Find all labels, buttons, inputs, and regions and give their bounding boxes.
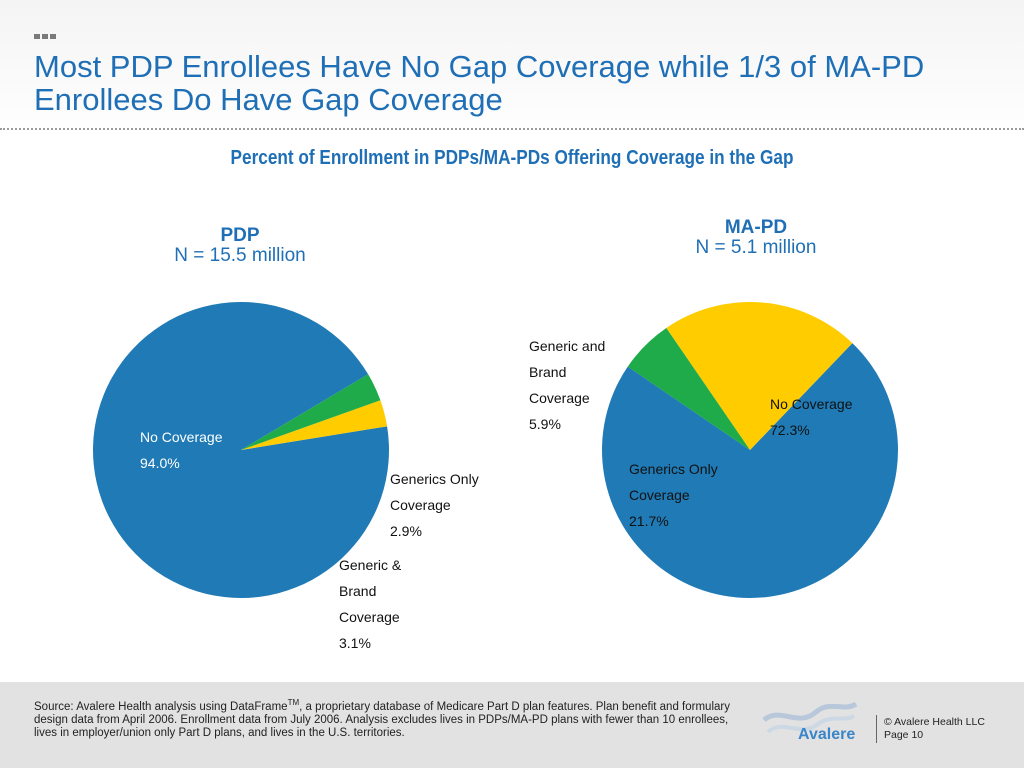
title-decoration — [34, 34, 56, 39]
footer-separator — [876, 715, 877, 743]
copyright: © Avalere Health LLC Page 10 — [884, 716, 985, 741]
avalere-logo — [762, 701, 858, 734]
mapd-label-no-coverage: No Coverage 72.3% — [770, 396, 853, 438]
pdp-slice-generics-only — [241, 400, 388, 450]
mapd-label-generics-only: Generics Only Coverage 21.7% — [629, 461, 718, 529]
mapd-title: MA-PD — [724, 217, 788, 238]
footer: Source: Avalere Health analysis using Da… — [0, 682, 1024, 768]
pdp-count: N = 15.5 million — [174, 245, 306, 266]
mapd-slice-no-coverage — [602, 343, 899, 599]
pdp-slice-generic-brand — [241, 374, 381, 450]
slide-title: Most PDP Enrollees Have No Gap Coverage … — [34, 49, 925, 117]
pdp-label-generics-only: Generics Only Coverage 2.9% — [390, 471, 479, 539]
pdp-label-no-coverage: No Coverage 94.0% — [140, 429, 223, 471]
pdp-heading: PDP N = 15.5 million — [140, 226, 340, 266]
mapd-slice-generics-only — [666, 302, 853, 450]
mapd-heading: MA-PD N = 5.1 million — [656, 218, 856, 258]
title-divider — [0, 128, 1024, 130]
chart-subtitle: Percent of Enrollment in PDPs/MA-PDs Off… — [230, 147, 794, 169]
mapd-label-generic-brand: Generic and Brand Coverage 5.9% — [529, 338, 606, 432]
pie-charts — [93, 302, 899, 599]
mapd-count: N = 5.1 million — [695, 237, 817, 258]
pdp-title: PDP — [220, 225, 260, 246]
page-number: Page 10 — [884, 729, 924, 741]
pdp-label-generic-brand: Generic & Brand Coverage 3.1% — [339, 557, 402, 651]
pdp-slice-no-coverage — [93, 302, 389, 599]
logo-text: Avalere — [798, 726, 856, 743]
source-note: Source: Avalere Health analysis using Da… — [34, 698, 730, 739]
mapd-slice-generic-brand — [627, 327, 750, 450]
